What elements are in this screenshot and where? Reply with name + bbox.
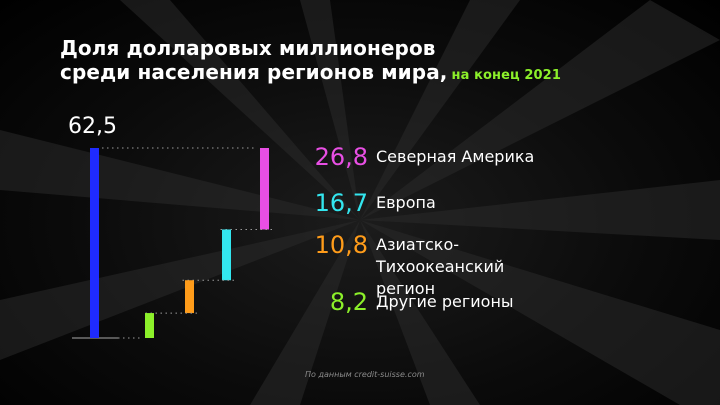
- chart-title: Доля долларовых миллионеров среди населе…: [60, 36, 561, 88]
- legend-label: Азиатско-Тихоокеанский регион: [376, 235, 505, 298]
- bar-segment: [222, 229, 231, 281]
- bar-segment: [260, 148, 269, 230]
- legend-item: 10,8 Азиатско-Тихоокеанский регион: [308, 230, 556, 300]
- legend-value: 10,8: [314, 231, 368, 259]
- legend-label: Северная Америка: [376, 147, 535, 166]
- source-note: По данным credit-suisse.com: [305, 370, 425, 379]
- legend-label: Другие регионы: [376, 292, 514, 311]
- total-value-label: 62,5: [68, 114, 117, 139]
- bar-segment: [145, 313, 154, 338]
- chart-subtitle: на конец 2021: [451, 68, 561, 83]
- bar-total: [90, 148, 99, 338]
- legend-item: 8,2 Другие регионы: [308, 287, 514, 317]
- legend-value: 16,7: [314, 189, 368, 217]
- legend-value: 26,8: [314, 143, 368, 171]
- legend-label: Европа: [376, 193, 436, 212]
- bar-segment: [185, 280, 194, 314]
- title-line-1: Доля долларовых миллионеров: [60, 36, 436, 60]
- legend-value: 8,2: [329, 288, 368, 316]
- legend-item: 26,8 Северная Америка: [308, 142, 535, 172]
- title-line-2: среди населения регионов мира,: [60, 60, 448, 84]
- legend-item: 16,7 Европа: [308, 188, 436, 218]
